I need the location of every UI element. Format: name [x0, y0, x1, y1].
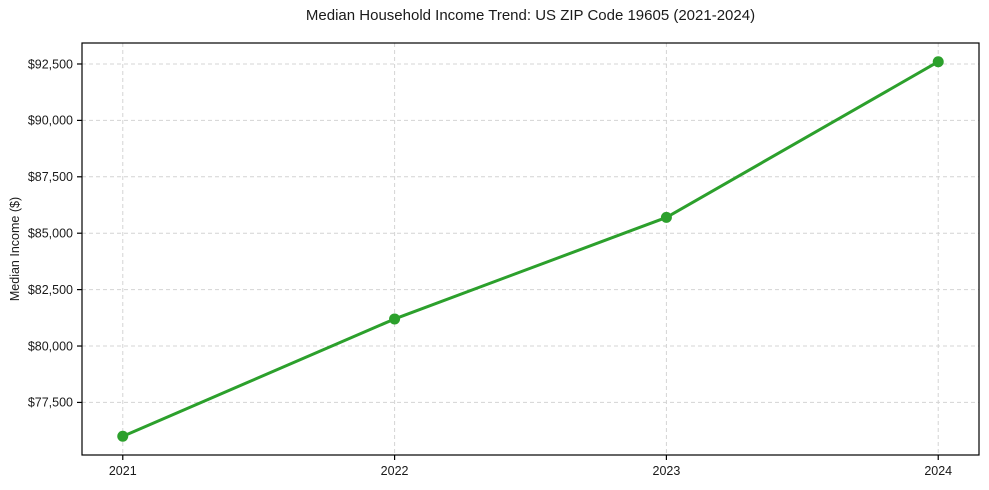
trend-line — [121, 60, 940, 438]
y-tick-label: $90,000 — [28, 114, 73, 128]
x-tick-label: 2024 — [924, 464, 952, 478]
y-tick-label: $82,500 — [28, 283, 73, 297]
data-point — [117, 430, 129, 442]
y-tick-label: $80,000 — [28, 339, 73, 353]
data-point — [932, 56, 944, 68]
chart-title: Median Household Income Trend: US ZIP Co… — [305, 7, 756, 24]
x-tick-label: 2022 — [381, 464, 409, 478]
y-tick-label: $85,000 — [28, 227, 73, 241]
x-tick-label: 2023 — [653, 464, 681, 478]
plot-border — [81, 42, 980, 456]
data-point — [389, 313, 401, 325]
y-tick-label: $87,500 — [28, 170, 73, 184]
y-tick-label: $77,500 — [28, 396, 73, 410]
x-tick-label: 2021 — [109, 464, 137, 478]
y-tick-label: $92,500 — [28, 57, 73, 71]
data-point — [660, 211, 672, 223]
